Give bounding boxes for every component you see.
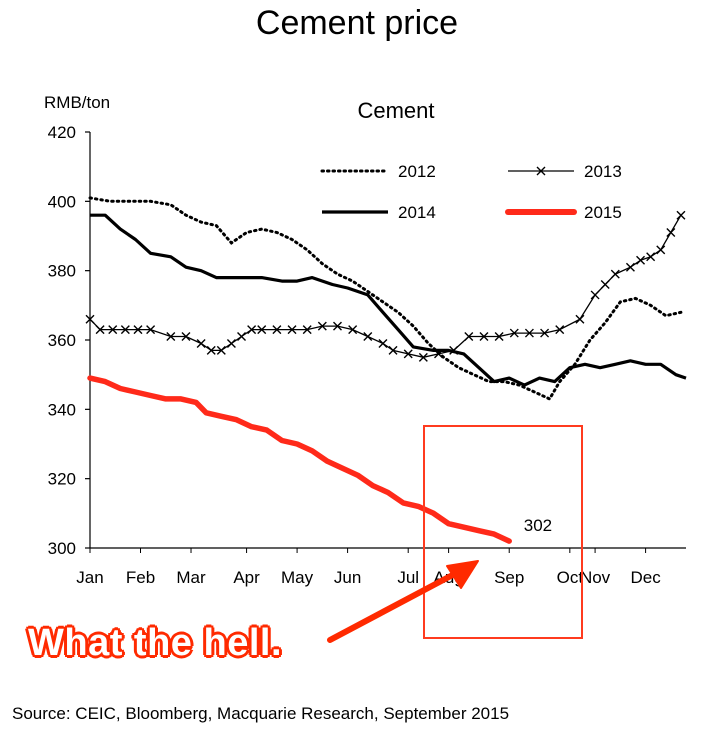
data-point [120, 325, 130, 335]
data-point [363, 332, 373, 342]
data-point [494, 332, 504, 342]
data-point [418, 352, 428, 362]
data-point [257, 325, 267, 335]
data-point [646, 252, 656, 262]
y-tick-label: 320 [48, 470, 76, 489]
series-layer [85, 196, 687, 544]
x-tick-label: Nov [580, 568, 611, 587]
data-point [348, 325, 358, 335]
y-tick-label: 300 [48, 539, 76, 558]
data-point [509, 328, 519, 338]
data-point [108, 325, 118, 335]
x-tick-label: Feb [126, 568, 155, 587]
data-point [85, 314, 95, 324]
series-2012 [88, 196, 683, 401]
data-point [656, 245, 666, 255]
y-axis-unit-label: RMB/ton [44, 93, 111, 112]
x-tick-label: Jan [76, 568, 103, 587]
x-tick-label: Jul [397, 568, 419, 587]
y-tick-label: 380 [48, 262, 76, 281]
legend-item-2012: 2012 [320, 162, 436, 181]
data-point [166, 332, 176, 342]
data-label-302: 302 [524, 516, 552, 535]
data-point [479, 332, 489, 342]
annotation-callout-text: What the hell. [28, 622, 282, 664]
data-point [590, 290, 600, 300]
data-point [540, 328, 550, 338]
series-2015 [87, 375, 512, 544]
x-tick-label: Mar [176, 568, 206, 587]
series-line-2014 [90, 213, 687, 387]
data-point [676, 210, 686, 220]
legend-marker [536, 166, 546, 176]
y-tick-label: 420 [48, 123, 76, 142]
series-2013 [85, 210, 686, 362]
data-point [146, 325, 156, 335]
y-tick-label: 360 [48, 331, 76, 350]
data-point [95, 325, 105, 335]
data-point [247, 325, 257, 335]
legend-item-2014: 2014 [322, 203, 436, 222]
legend-label: 2015 [584, 203, 622, 222]
data-point [403, 349, 413, 359]
legend-item-2013: 2013 [508, 162, 622, 181]
data-point [388, 345, 398, 355]
legend-label: 2012 [398, 162, 436, 181]
data-point [181, 332, 191, 342]
data-point [636, 255, 646, 265]
data-point [287, 325, 297, 335]
data-point [272, 325, 282, 335]
data-point [133, 325, 143, 335]
data-point [610, 269, 620, 279]
chart-axes: 300 320 340 360 380 400 420 Jan Feb Mar Apr May Jun J… [48, 123, 686, 587]
highlight-box [423, 425, 583, 639]
page-title: Cement price [255, 4, 459, 42]
data-point [575, 314, 585, 324]
x-tick-label: Oct [557, 568, 584, 587]
data-point [555, 325, 565, 335]
annotation-layer: 302 [327, 425, 583, 643]
data-point [302, 325, 312, 335]
data-point [524, 328, 534, 338]
source-note: Source: CEIC, Bloomberg, Macquarie Resea… [12, 704, 510, 723]
data-point [332, 321, 342, 331]
series-2014 [90, 213, 687, 387]
data-point [666, 228, 676, 238]
x-tick-label: May [281, 568, 314, 587]
legend-label: 2014 [398, 203, 436, 222]
y-tick-label: 400 [48, 192, 76, 211]
arrow-head-icon [446, 560, 479, 589]
data-point [196, 338, 206, 348]
x-tick-label: Jun [334, 568, 361, 587]
data-point [226, 338, 236, 348]
chart-title: Cement [357, 98, 434, 123]
legend-item-2015: 2015 [505, 203, 622, 222]
legend-label: 2013 [584, 162, 622, 181]
y-tick-label: 340 [48, 400, 76, 419]
arrow-shaft [327, 567, 465, 643]
data-point [206, 345, 216, 355]
data-point [378, 338, 388, 348]
x-tick-label: Apr [233, 568, 260, 587]
data-point [317, 321, 327, 331]
series-line-2015 [87, 375, 512, 544]
x-tick-label: Sep [494, 568, 524, 587]
data-point [237, 332, 247, 342]
series-line-2012 [88, 196, 683, 401]
data-point [464, 332, 474, 342]
data-point [216, 345, 226, 355]
chart-legend: 2012 2013 2014 2015 [320, 162, 622, 222]
data-point [625, 262, 635, 272]
data-point [600, 280, 610, 290]
x-tick-label: Dec [630, 568, 661, 587]
